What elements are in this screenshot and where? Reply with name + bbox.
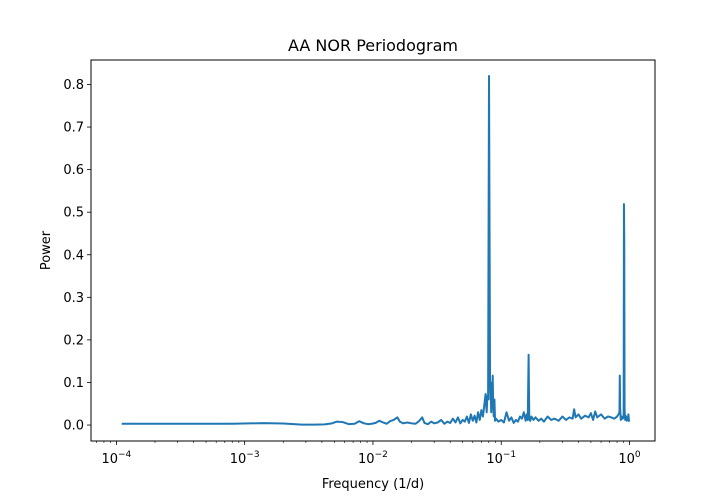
ticks-layer: 10−4 10−3 10−2 10−1 1000.00.10.20.30.40.50.6… (63, 78, 641, 467)
periodogram-line (121, 74, 631, 426)
x-tick-exponent: −3 (246, 450, 259, 460)
y-tick-label: 0.4 (63, 248, 84, 263)
y-tick-label: 0.3 (63, 291, 84, 306)
y-tick-label: 0.7 (63, 121, 84, 136)
y-tick-label: 0.1 (63, 376, 84, 391)
y-tick-label: 0.6 (63, 163, 84, 178)
x-tick-label: 10−4 (101, 450, 131, 467)
y-tick-label: 0.8 (63, 78, 84, 93)
x-tick-base: 10 (358, 452, 375, 467)
axes-frame (90, 59, 656, 442)
x-tick-base: 10 (230, 452, 247, 467)
x-tick-label: 10−2 (358, 450, 388, 467)
x-tick-exponent: −2 (375, 450, 388, 460)
plot-layer (121, 74, 631, 426)
x-tick-exponent: 0 (635, 450, 641, 460)
y-tick-label: 0.0 (63, 419, 84, 434)
chart-title: AA NOR Periodogram (288, 36, 458, 55)
x-axis-label: Frequency (1/d) (322, 477, 424, 492)
y-tick-label: 0.5 (63, 206, 84, 221)
x-tick-base: 10 (486, 452, 503, 467)
y-tick-label: 0.2 (63, 333, 84, 348)
x-tick-label: 10−3 (230, 450, 260, 467)
y-axis-label: Power (39, 230, 54, 270)
x-tick-label: 10−1 (486, 450, 516, 467)
x-tick-exponent: −4 (118, 450, 132, 460)
x-tick-base: 10 (618, 452, 635, 467)
x-tick-exponent: −1 (503, 450, 516, 460)
x-tick-base: 10 (101, 452, 118, 467)
x-tick-label: 100 (618, 450, 641, 467)
